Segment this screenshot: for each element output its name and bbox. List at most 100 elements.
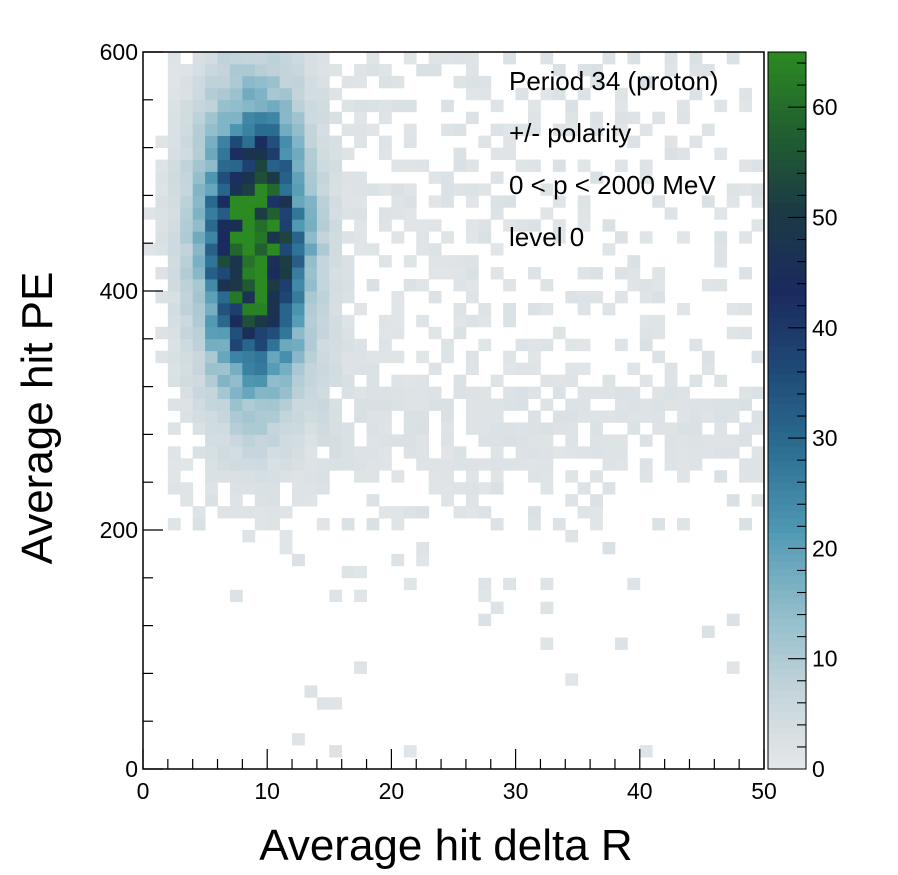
colorbar-segment: [768, 188, 806, 196]
heatmap-cell: [329, 183, 343, 196]
heatmap-cell: [167, 338, 181, 352]
heatmap-cell: [254, 75, 268, 89]
heatmap-cell: [316, 159, 330, 172]
colorbar-segment: [768, 216, 806, 225]
heatmap-cell: [205, 255, 218, 268]
colorbar-segment: [768, 432, 806, 440]
heatmap-cell: [167, 518, 181, 531]
heatmap-cell: [490, 470, 504, 483]
colorbar-segment: [768, 95, 806, 103]
heatmap-cell: [503, 52, 516, 65]
heatmap-cell: [217, 207, 231, 220]
heatmap-cell: [180, 326, 194, 340]
heatmap-cell: [391, 159, 405, 172]
heatmap-cell: [354, 410, 367, 423]
heatmap-cell: [453, 279, 467, 292]
heatmap-cell: [254, 410, 268, 423]
heatmap-cell: [590, 422, 603, 435]
heatmap-cell: [329, 302, 343, 316]
colorbar-segment: [768, 460, 806, 469]
heatmap-cell: [279, 243, 293, 256]
heatmap-cell: [242, 219, 256, 232]
colorbar-segment: [768, 388, 806, 397]
colorbar-segment: [768, 589, 806, 598]
y-tick-label: 200: [100, 517, 138, 543]
heatmap-cell: [590, 506, 603, 519]
heatmap-cell: [279, 410, 293, 423]
heatmap-cell: [205, 159, 218, 172]
heatmap-cell: [180, 458, 194, 471]
heatmap-cell: [329, 171, 343, 184]
heatmap-cell: [279, 195, 293, 208]
heatmap-cell: [229, 243, 243, 256]
heatmap-cell: [503, 434, 516, 447]
heatmap-cell: [391, 195, 405, 208]
heatmap-cell: [279, 506, 293, 519]
heatmap-cell: [354, 458, 367, 471]
heatmap-cell: [552, 123, 566, 137]
heatmap-cell: [316, 267, 330, 280]
heatmap-cell: [192, 195, 206, 208]
heatmap-cell: [714, 243, 728, 256]
annotation-text: 0 < p < 2000 MeV: [509, 170, 716, 200]
heatmap-cell: [441, 350, 454, 364]
heatmap-cell: [304, 243, 318, 256]
heatmap-cell: [167, 195, 181, 208]
heatmap-cell: [254, 63, 268, 77]
heatmap-cell: [341, 422, 355, 435]
heatmap-cell: [639, 410, 653, 423]
heatmap-cell: [565, 123, 579, 137]
colorbar-segment: [768, 59, 806, 67]
heatmap-cell: [341, 123, 355, 137]
heatmap-cell: [403, 255, 417, 268]
heatmap-cell: [366, 494, 380, 507]
colorbar-segment: [768, 145, 806, 153]
heatmap-cell: [739, 386, 752, 399]
heatmap-cell: [329, 267, 343, 280]
heatmap-cell: [614, 99, 628, 113]
heatmap-cell: [229, 506, 243, 519]
heatmap-cell: [304, 326, 318, 340]
heatmap-cell: [341, 267, 355, 280]
heatmap-cell: [378, 410, 392, 423]
heatmap-cell: [329, 745, 343, 758]
heatmap-cell: [602, 219, 616, 232]
heatmap-cell: [329, 398, 343, 411]
heatmap-cell: [689, 52, 703, 65]
heatmap-cell: [316, 147, 330, 160]
heatmap-cell: [292, 123, 305, 137]
heatmap-cell: [180, 207, 194, 220]
heatmap-cell: [465, 219, 479, 232]
heatmap-cell: [391, 553, 405, 567]
heatmap-cell: [267, 243, 281, 256]
heatmap-cell: [267, 135, 281, 148]
heatmap-cell: [205, 87, 218, 101]
heatmap-cell: [242, 87, 256, 101]
heatmap-cell: [180, 350, 194, 364]
heatmap-cell: [217, 410, 231, 423]
heatmap-cells: [143, 52, 765, 758]
heatmap-cell: [378, 147, 392, 160]
heatmap-cell: [739, 470, 752, 483]
heatmap-cell: [292, 135, 305, 148]
heatmap-cell: [316, 350, 330, 364]
heatmap-cell: [242, 434, 256, 447]
heatmap-cell: [577, 302, 591, 316]
heatmap-cell: [192, 255, 206, 268]
heatmap-cell: [329, 63, 343, 77]
heatmap-cell: [254, 374, 268, 387]
heatmap-cell: [242, 279, 256, 292]
heatmap-cell: [242, 52, 256, 65]
heatmap-cell: [465, 506, 479, 519]
heatmap-cell: [441, 494, 454, 507]
heatmap-cell: [602, 458, 616, 471]
heatmap-cell: [664, 386, 678, 399]
heatmap-cell: [229, 338, 243, 352]
heatmap-cell: [378, 422, 392, 435]
heatmap-cell: [217, 338, 231, 352]
heatmap-cell: [577, 362, 591, 376]
heatmap-cell: [739, 183, 752, 196]
heatmap-cell: [577, 219, 591, 232]
heatmap-cell: [540, 52, 554, 65]
heatmap-cell: [614, 338, 628, 352]
